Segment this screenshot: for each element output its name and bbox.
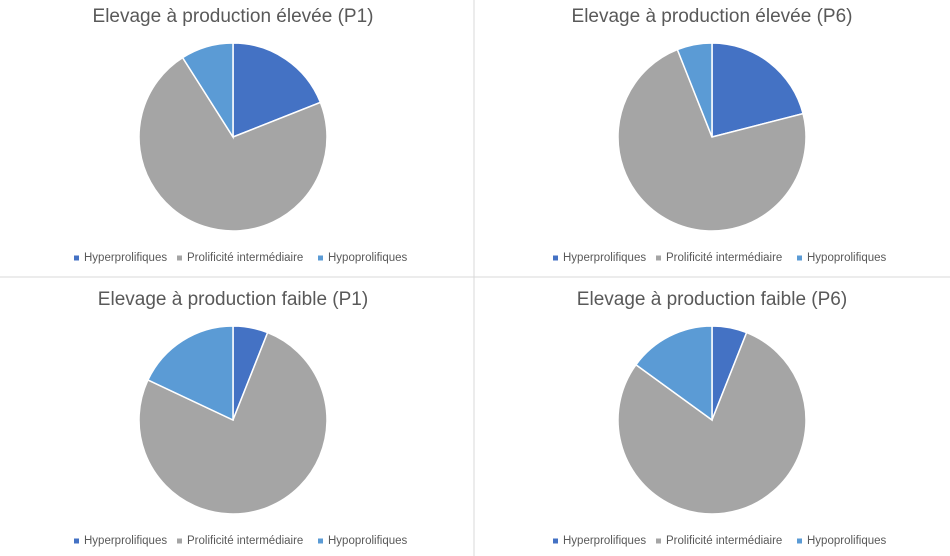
legend-label: Hypoprolifiques xyxy=(328,535,408,547)
legend-swatch xyxy=(797,255,802,261)
legend-swatch xyxy=(656,255,661,261)
pie-slice xyxy=(676,42,713,138)
legend-label: Hypoprolifiques xyxy=(328,252,408,264)
legend-swatch xyxy=(74,255,79,261)
legend-label: Prolificité intermédiaire xyxy=(666,252,782,264)
legend-swatch xyxy=(553,255,558,261)
legend-swatch xyxy=(797,538,802,544)
pie-slice xyxy=(617,48,807,232)
legend-label: Hypoprolifiques xyxy=(807,535,887,547)
pie-slice xyxy=(617,331,807,515)
pie-slice xyxy=(232,42,322,139)
legend-swatch xyxy=(74,538,79,544)
legend-swatch xyxy=(177,255,182,261)
legend-label: Prolificité intermédiaire xyxy=(187,535,303,547)
legend-label: Hyperprolifiques xyxy=(84,535,167,547)
legend-label: Prolificité intermédiaire xyxy=(187,252,303,264)
chart-title: Elevage à production faible (P6) xyxy=(577,289,847,310)
pie-slice xyxy=(138,56,328,232)
pie-slice xyxy=(146,325,234,422)
legend-label: Prolificité intermédiaire xyxy=(666,535,782,547)
legend-swatch xyxy=(177,538,182,544)
pie-slice xyxy=(711,42,804,138)
legend-label: Hypoprolifiques xyxy=(807,252,887,264)
pie-slice xyxy=(138,331,328,515)
legend-label: Hyperprolifiques xyxy=(84,252,167,264)
chart-title: Elevage à production élevée (P6) xyxy=(572,6,853,27)
legend-swatch xyxy=(656,538,661,544)
chart-title: Elevage à production faible (P1) xyxy=(98,289,368,310)
pie-slice xyxy=(181,42,234,140)
legend-swatch xyxy=(318,255,323,261)
chart-title: Elevage à production élevée (P1) xyxy=(93,6,374,27)
legend-swatch xyxy=(553,538,558,544)
legend-label: Hyperprolifiques xyxy=(563,535,646,547)
legend-swatch xyxy=(318,538,323,544)
legend-label: Hyperprolifiques xyxy=(563,252,646,264)
pie-slice xyxy=(634,325,713,422)
